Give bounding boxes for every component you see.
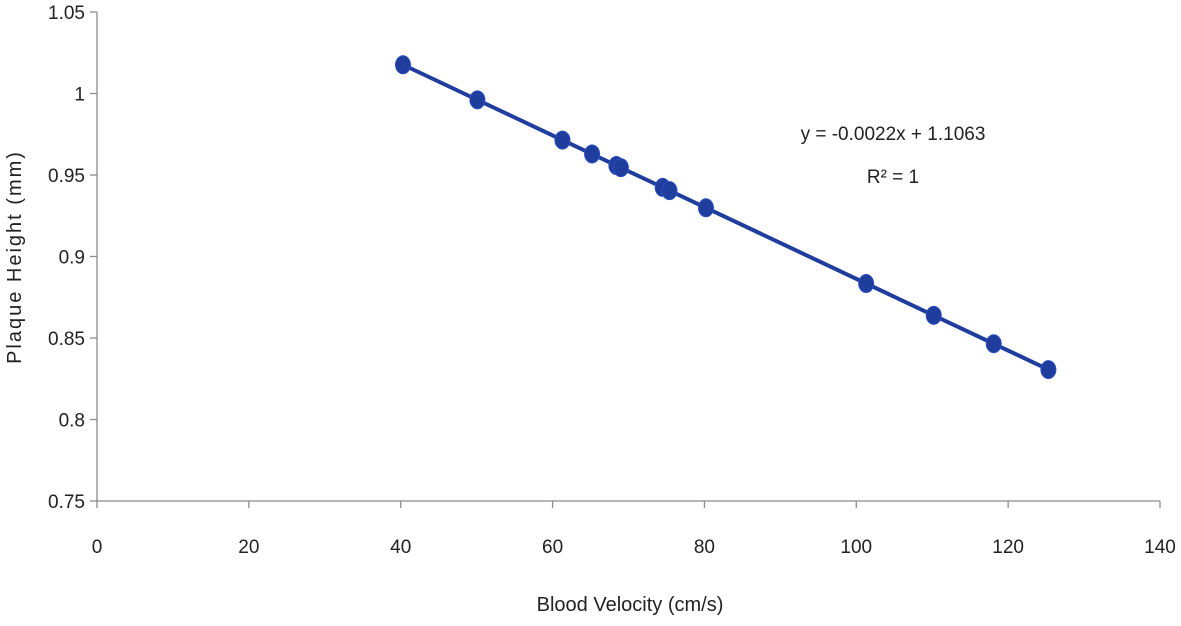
data-points bbox=[394, 55, 1057, 380]
y-tick-label: 1.05 bbox=[48, 3, 85, 24]
data-point bbox=[612, 158, 629, 178]
x-tick-label: 0 bbox=[92, 537, 103, 558]
y-tick-label: 0.95 bbox=[48, 166, 85, 187]
data-point bbox=[858, 274, 875, 294]
y-tick-label: 0.8 bbox=[59, 411, 85, 432]
y-tick-label: 0.9 bbox=[59, 248, 85, 269]
y-tick-label: 1 bbox=[74, 85, 85, 106]
data-point bbox=[661, 181, 678, 201]
data-point bbox=[584, 144, 601, 164]
axes bbox=[90, 11, 1161, 508]
data-point bbox=[554, 130, 571, 150]
x-tick-label: 60 bbox=[542, 537, 563, 558]
y-axis-title: Plaque Height (mm) bbox=[4, 150, 26, 364]
x-axis-title: Blood Velocity (cm/s) bbox=[537, 594, 724, 616]
x-tick-label: 20 bbox=[238, 537, 259, 558]
y-tick-label: 0.75 bbox=[48, 492, 85, 513]
trendline bbox=[400, 62, 1051, 372]
x-tick-label: 140 bbox=[1144, 537, 1176, 558]
data-point bbox=[394, 55, 411, 75]
x-tick-label: 120 bbox=[992, 537, 1024, 558]
data-point bbox=[985, 334, 1002, 354]
x-tick-label: 40 bbox=[390, 537, 411, 558]
trendline-layer bbox=[400, 62, 1051, 372]
data-point bbox=[469, 90, 486, 110]
trendline-equation: y = -0.0022x + 1.1063 bbox=[801, 124, 986, 145]
x-tick-label: 80 bbox=[694, 537, 715, 558]
tick-labels: 0.75 0.8 0.85 0.9 0.95 1 1.05 0 20 40 60 80 100 120 14… bbox=[48, 3, 1176, 558]
data-point bbox=[1040, 360, 1057, 380]
x-tick-label: 100 bbox=[840, 537, 872, 558]
data-point bbox=[925, 305, 942, 325]
data-point bbox=[697, 198, 714, 218]
r-squared-label: R² = 1 bbox=[867, 167, 919, 188]
y-tick-label: 0.85 bbox=[48, 329, 85, 350]
